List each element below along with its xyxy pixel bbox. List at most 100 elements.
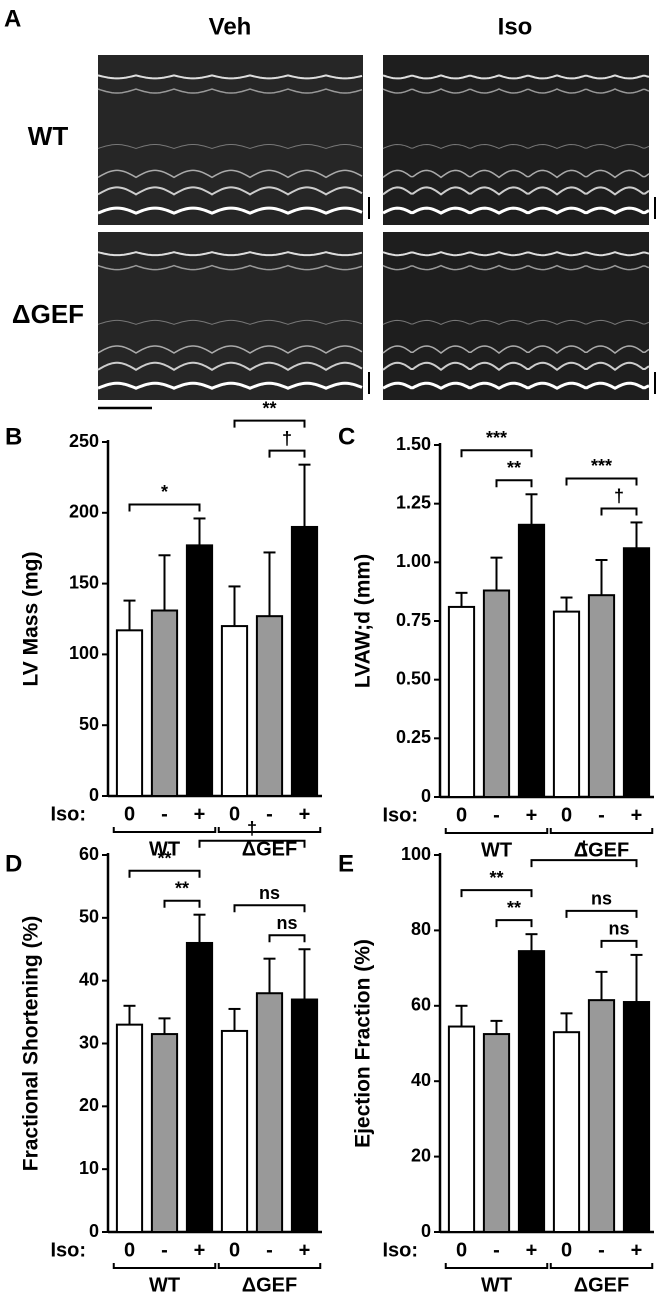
y-tick-label: 0 bbox=[89, 785, 99, 805]
significance-bracket bbox=[460, 889, 533, 898]
bar bbox=[150, 609, 179, 798]
y-tick-label: 50 bbox=[79, 907, 99, 927]
y-tick-label: 0 bbox=[89, 1221, 99, 1241]
x-tick-label: 0 bbox=[229, 1239, 240, 1261]
bar bbox=[115, 629, 144, 797]
significance-label: ** bbox=[262, 398, 276, 418]
group-bracket bbox=[112, 1263, 217, 1269]
bar bbox=[220, 1029, 249, 1234]
group-bracket bbox=[444, 1263, 549, 1269]
significance-label: ** bbox=[157, 848, 171, 868]
significance-label: † bbox=[247, 818, 257, 838]
y-tick-label: 100 bbox=[69, 643, 99, 663]
significance-label: ** bbox=[507, 898, 521, 918]
x-tick-label: + bbox=[631, 804, 643, 826]
significance-label: ns bbox=[259, 883, 280, 903]
bar bbox=[447, 605, 476, 798]
y-tick-label: 250 bbox=[69, 431, 99, 451]
significance-bracket bbox=[233, 419, 306, 428]
echo-trace bbox=[97, 206, 363, 215]
bar bbox=[622, 1001, 651, 1234]
significance-bracket bbox=[600, 939, 638, 948]
echo-trace bbox=[97, 361, 363, 371]
bar bbox=[290, 998, 319, 1233]
significance-bracket bbox=[163, 899, 201, 908]
echo-trace bbox=[97, 186, 363, 196]
echo-image bbox=[383, 55, 649, 225]
significance-label: * bbox=[161, 482, 168, 502]
significance-bracket bbox=[495, 479, 533, 488]
y-tick-label: 40 bbox=[411, 1070, 431, 1090]
echo-trace bbox=[97, 345, 363, 354]
bar bbox=[482, 589, 511, 799]
bar bbox=[447, 1025, 476, 1234]
echo-trace bbox=[382, 169, 650, 179]
x-tick-label: - bbox=[161, 803, 168, 825]
panel-label: C bbox=[338, 423, 355, 450]
echo-trace bbox=[97, 144, 363, 150]
x-tick-label: - bbox=[493, 804, 500, 826]
bar bbox=[290, 525, 319, 798]
echo-trace bbox=[382, 264, 650, 271]
y-tick-label: 1.00 bbox=[396, 551, 431, 571]
group-bracket bbox=[444, 828, 549, 834]
significance-bracket bbox=[530, 859, 638, 868]
x-tick-label: + bbox=[194, 803, 206, 825]
echo-trace bbox=[382, 143, 650, 150]
x-row-label: Iso: bbox=[50, 1239, 86, 1261]
x-tick-label: - bbox=[598, 1239, 605, 1261]
group-label: ΔGEF bbox=[574, 839, 630, 861]
significance-label: *** bbox=[591, 456, 612, 476]
echo-trace bbox=[382, 381, 650, 390]
bar bbox=[150, 1033, 179, 1233]
panel-label: E bbox=[338, 850, 354, 877]
echo-image bbox=[98, 232, 363, 400]
bar bbox=[517, 950, 546, 1233]
x-tick-label: - bbox=[598, 804, 605, 826]
x-row-label: Iso: bbox=[50, 803, 86, 825]
significance-label: ns bbox=[276, 913, 297, 933]
bar bbox=[587, 999, 616, 1234]
echo-trace bbox=[97, 319, 363, 325]
x-tick-label: + bbox=[526, 804, 538, 826]
y-axis-label: Fractional Shortening (%) bbox=[20, 916, 43, 1172]
x-tick-label: + bbox=[299, 1239, 311, 1261]
x-tick-label: + bbox=[526, 1239, 538, 1261]
echo-trace bbox=[97, 264, 363, 271]
y-tick-label: 100 bbox=[401, 844, 431, 864]
y-tick-label: 20 bbox=[411, 1145, 431, 1165]
bar bbox=[587, 594, 616, 798]
y-tick-label: 60 bbox=[79, 844, 99, 864]
y-tick-label: 30 bbox=[79, 1032, 99, 1052]
row-label: ΔGEF bbox=[12, 299, 84, 329]
group-label: ΔGEF bbox=[242, 838, 298, 860]
bar bbox=[185, 544, 214, 797]
x-tick-label: + bbox=[194, 1239, 206, 1261]
significance-label: ns bbox=[591, 889, 612, 909]
x-tick-label: 0 bbox=[456, 804, 467, 826]
significance-label: † bbox=[579, 838, 589, 858]
significance-label: ** bbox=[489, 868, 503, 888]
group-label: WT bbox=[481, 1274, 512, 1296]
y-tick-label: 200 bbox=[69, 502, 99, 522]
column-label: Veh bbox=[209, 13, 252, 40]
significance-bracket bbox=[460, 449, 533, 458]
y-tick-label: 1.50 bbox=[396, 434, 431, 454]
bar bbox=[622, 547, 651, 799]
x-tick-label: 0 bbox=[456, 1239, 467, 1261]
y-axis-label: LV Mass (mg) bbox=[20, 552, 43, 687]
group-label: ΔGEF bbox=[574, 1274, 630, 1296]
bar bbox=[255, 992, 284, 1233]
echo-image bbox=[98, 55, 363, 225]
group-label: WT bbox=[481, 839, 512, 861]
y-tick-label: 50 bbox=[79, 714, 99, 734]
x-row-label: Iso: bbox=[382, 804, 418, 826]
echo-trace bbox=[382, 319, 650, 325]
x-tick-label: + bbox=[299, 803, 311, 825]
echo-trace bbox=[382, 74, 650, 80]
bar bbox=[255, 615, 284, 798]
group-label: WT bbox=[149, 838, 180, 860]
panel-label: D bbox=[5, 850, 22, 877]
y-tick-label: 0.25 bbox=[396, 727, 431, 747]
